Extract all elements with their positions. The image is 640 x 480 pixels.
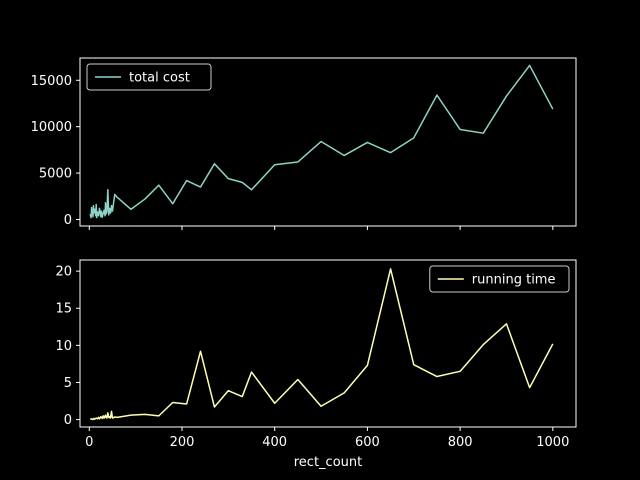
y-tick-label: 15000 — [31, 74, 72, 89]
y-tick-label: 5 — [64, 376, 72, 391]
series-line-running-time — [90, 268, 554, 421]
legend-label: total cost — [129, 71, 190, 86]
y-tick-label: 10 — [55, 339, 72, 354]
legend-box — [86, 63, 212, 91]
x-tick-label: 200 — [170, 435, 195, 450]
y-tick-label: 0 — [64, 213, 72, 228]
legend-box — [429, 265, 570, 293]
axes-frame — [79, 259, 577, 428]
legend: running time — [429, 265, 570, 293]
series-line-total-cost — [89, 64, 554, 219]
x-tick-label: 0 — [85, 435, 93, 450]
x-tick-label: 600 — [355, 435, 380, 450]
y-tick-label: 10000 — [31, 120, 72, 135]
y-tick-label: 20 — [55, 265, 72, 280]
legend: total cost — [86, 63, 212, 91]
axes-frame — [79, 57, 577, 227]
y-tick-label: 15 — [55, 302, 72, 317]
x-tick-label: 1000 — [536, 435, 569, 450]
total-cost-panel: 0 5000 10000 15000 total cost — [31, 57, 577, 230]
x-axis-label: rect_count — [294, 455, 362, 470]
y-tick-label: 0 — [64, 413, 72, 428]
x-tick-label: 800 — [448, 435, 473, 450]
legend-label: running time — [472, 273, 556, 288]
x-tick-label: 400 — [262, 435, 287, 450]
y-tick-label: 5000 — [39, 167, 72, 182]
